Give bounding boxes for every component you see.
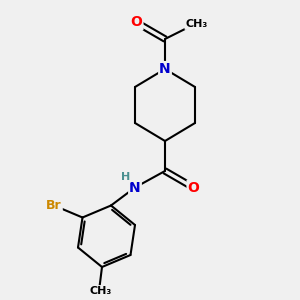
Text: Br: Br	[46, 199, 62, 212]
Text: N: N	[159, 62, 171, 76]
Text: H: H	[122, 172, 130, 182]
Text: CH₃: CH₃	[89, 286, 112, 296]
Text: O: O	[188, 181, 200, 194]
Text: O: O	[130, 16, 142, 29]
Text: CH₃: CH₃	[185, 19, 208, 29]
Text: N: N	[129, 181, 141, 194]
